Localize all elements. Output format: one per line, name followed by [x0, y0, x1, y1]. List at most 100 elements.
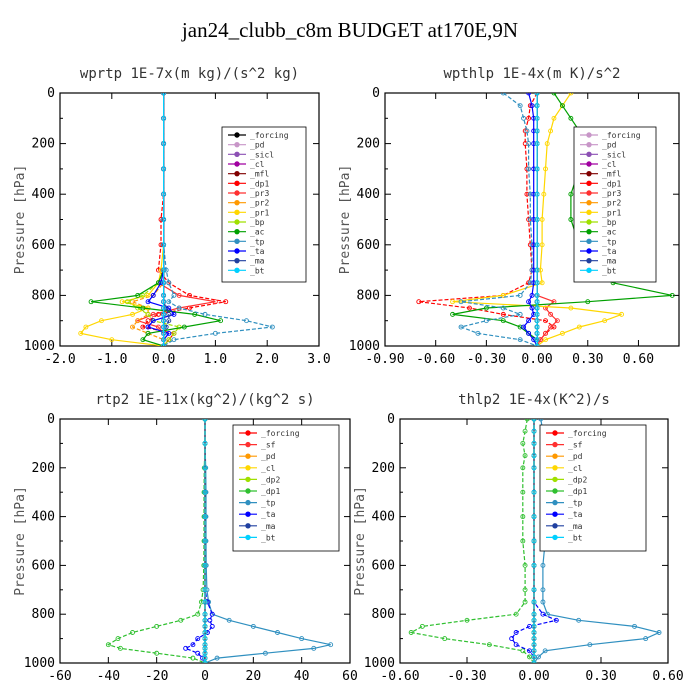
legend-entry: _bt — [602, 266, 617, 275]
data-point — [500, 311, 506, 317]
x-tick-label: 40 — [294, 669, 310, 684]
data-point — [544, 141, 550, 147]
data-point — [527, 217, 533, 222]
legend-entry: _tp — [568, 499, 583, 508]
data-point — [522, 428, 528, 434]
data-point — [524, 128, 530, 134]
data-point — [171, 292, 177, 298]
y-tick-label: 200 — [32, 137, 55, 152]
y-tick-label: 400 — [357, 187, 380, 202]
data-point — [531, 428, 537, 434]
data-point — [161, 242, 167, 248]
data-point — [161, 292, 167, 298]
data-point — [166, 305, 172, 311]
data-point — [531, 419, 537, 422]
data-point — [202, 587, 208, 593]
data-point — [522, 562, 528, 568]
data-point — [145, 330, 151, 336]
data-point — [531, 587, 537, 593]
legend-marker — [586, 141, 592, 148]
data-point — [161, 318, 167, 324]
legend-marker — [586, 257, 592, 264]
legend-entry: _dp1 — [250, 179, 269, 188]
data-point — [531, 538, 537, 544]
data-point — [509, 636, 515, 642]
x-tick-label: -0.60 — [380, 669, 419, 684]
data-point — [83, 324, 89, 330]
data-point — [202, 655, 208, 661]
y-tick-label: 800 — [357, 288, 380, 303]
data-point — [161, 141, 167, 147]
legend-marker — [552, 499, 558, 506]
legend-marker — [586, 209, 592, 216]
x-tick-label: -40 — [97, 669, 120, 684]
data-point — [117, 645, 123, 651]
legend-entry: _cl — [250, 160, 265, 169]
legend-entry: _forcing — [250, 131, 289, 140]
data-point — [161, 217, 167, 222]
legend-marker — [552, 534, 558, 541]
data-point — [275, 630, 280, 635]
data-point — [531, 217, 537, 222]
legend-marker — [586, 219, 592, 225]
data-point — [527, 623, 532, 629]
data-point — [534, 324, 540, 330]
data-point — [513, 611, 519, 617]
data-point — [166, 299, 172, 305]
x-tick-label: 0.30 — [585, 669, 616, 684]
legend-marker — [586, 161, 592, 167]
data-point — [531, 115, 537, 121]
data-point — [531, 648, 537, 654]
data-point — [416, 299, 422, 305]
data-point — [202, 623, 208, 629]
data-point — [218, 318, 224, 324]
legend-marker — [245, 453, 251, 459]
data-point — [161, 267, 167, 273]
legend-entry: _pr2 — [250, 199, 269, 208]
data-point — [656, 630, 662, 635]
data-point — [539, 242, 545, 248]
legend-entry: _pr3 — [602, 189, 621, 198]
data-point — [526, 318, 532, 324]
data-point — [526, 141, 532, 147]
data-point — [534, 343, 540, 346]
x-tick-label: 0.30 — [572, 352, 603, 367]
legend-marker — [245, 523, 251, 529]
series-line-bp — [125, 93, 181, 346]
data-point — [548, 311, 554, 317]
data-point — [531, 453, 537, 459]
data-point — [585, 299, 591, 305]
data-point — [442, 636, 448, 642]
data-point — [540, 611, 546, 617]
data-point — [520, 538, 526, 544]
data-point — [517, 324, 523, 330]
data-point — [202, 489, 208, 495]
data-point — [568, 191, 574, 197]
data-point — [458, 324, 464, 330]
legend-entry: _cl — [568, 464, 583, 473]
data-point — [190, 642, 196, 648]
series-group — [416, 93, 675, 346]
data-point — [269, 324, 275, 330]
data-point — [176, 305, 182, 311]
data-point — [548, 324, 554, 330]
legend-entry: _dp1 — [261, 487, 280, 496]
legend-marker — [552, 441, 558, 448]
legend-entry: _cl — [261, 464, 276, 473]
data-point — [109, 337, 115, 343]
data-point — [202, 562, 208, 568]
data-point — [643, 636, 649, 642]
data-point — [202, 311, 208, 317]
data-point — [145, 299, 151, 305]
legend-entry: _forcing — [261, 429, 300, 438]
data-point — [171, 311, 177, 317]
y-axis-label: Pressure [hPa] — [13, 165, 28, 275]
data-point — [202, 645, 208, 651]
data-point — [520, 648, 526, 654]
data-point — [226, 617, 232, 623]
data-point — [88, 299, 94, 305]
x-tick-label: 0.00 — [521, 352, 552, 367]
legend-entry: _cl — [602, 160, 617, 169]
x-tick-label: 0 — [201, 669, 209, 684]
data-point — [551, 115, 557, 121]
